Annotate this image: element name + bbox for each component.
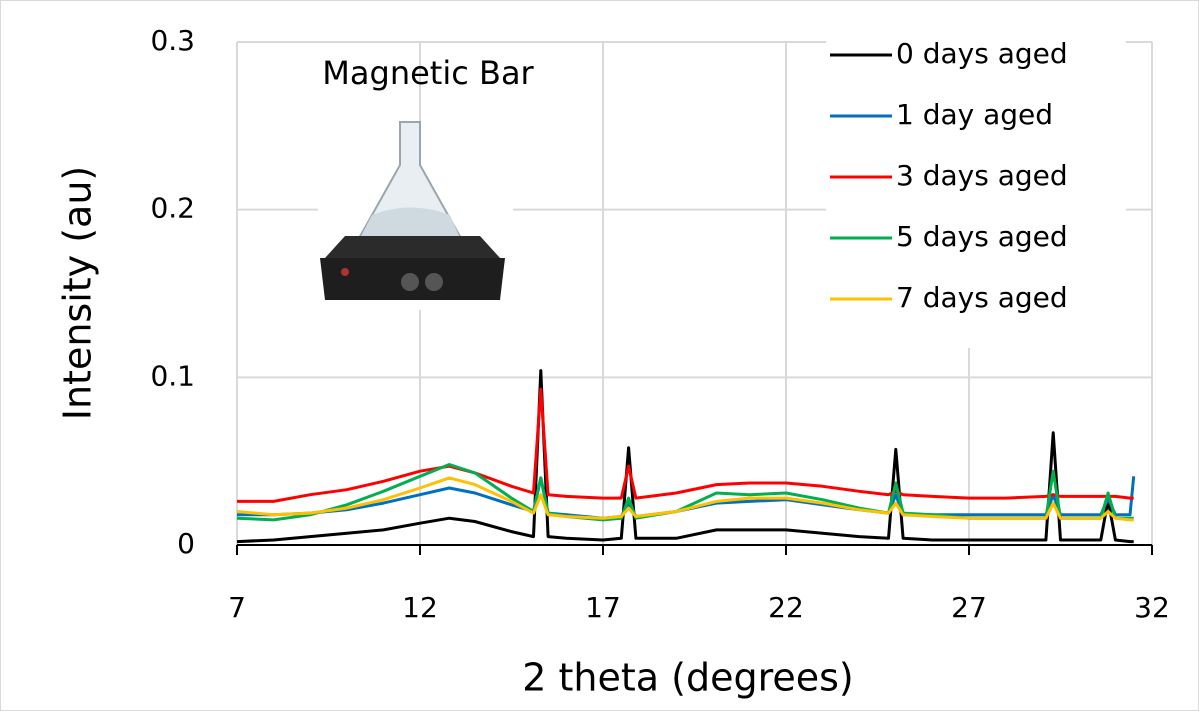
- logo: [341, 268, 349, 276]
- x-tick-label: 7: [228, 591, 246, 624]
- y-axis-title: Intensity (au): [56, 166, 100, 421]
- y-tick-label: 0: [177, 527, 195, 560]
- y-tick-label: 0.3: [150, 24, 195, 57]
- legend-label: 5 days aged: [896, 220, 1068, 253]
- x-tick-label: 12: [402, 591, 438, 624]
- legend-label: 7 days aged: [896, 281, 1068, 314]
- y-tick-label: 0.1: [150, 359, 195, 392]
- series-line: [236, 476, 1134, 522]
- legend-label: 0 days aged: [896, 37, 1068, 70]
- x-tick-label: 27: [951, 591, 987, 624]
- legend-label: 3 days aged: [896, 159, 1068, 192]
- series-line: [236, 369, 1134, 544]
- annotation: Magnetic Bar: [322, 54, 534, 92]
- y-tick-label: 0.2: [150, 192, 195, 225]
- flask-liquid: [360, 207, 460, 238]
- legend-label: 1 day aged: [896, 98, 1053, 131]
- x-axis-title: 2 theta (degrees): [522, 656, 854, 700]
- hotplate-top: [325, 236, 500, 258]
- series-line: [236, 463, 1134, 522]
- legend-background: [826, 38, 1126, 348]
- knob: [425, 273, 443, 291]
- series-line: [237, 387, 1134, 503]
- knob: [401, 273, 419, 291]
- plot-area: [236, 369, 1153, 555]
- x-tick-label: 32: [1134, 591, 1170, 624]
- x-tick-label: 17: [585, 591, 621, 624]
- legend: 0 days aged 1 day aged 3 days aged 5 days a…: [826, 37, 1126, 348]
- stirrer-illustration: [318, 121, 513, 310]
- x-tick-label: 22: [768, 591, 804, 624]
